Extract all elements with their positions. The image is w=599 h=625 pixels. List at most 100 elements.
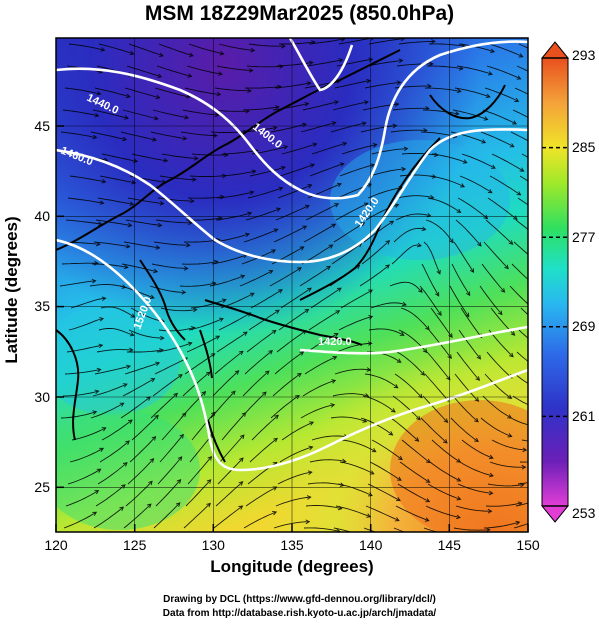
- streamline-arrow: [336, 287, 342, 292]
- streamline: [59, 280, 96, 287]
- streamline-arrow: [151, 436, 157, 441]
- streamline: [68, 43, 105, 51]
- streamline-arrow: [101, 296, 107, 301]
- streamline-arrow: [201, 391, 207, 396]
- streamline: [123, 503, 152, 529]
- streamline: [182, 109, 219, 116]
- streamline-arrow: [393, 383, 399, 389]
- streamline-arrow: [396, 358, 402, 363]
- streamline: [401, 439, 431, 463]
- streamline: [482, 109, 517, 125]
- streamline-arrow: [394, 538, 398, 542]
- streamline-arrow: [486, 527, 491, 532]
- streamline: [367, 483, 401, 501]
- streamline: [273, 225, 307, 243]
- streamline: [150, 131, 187, 140]
- streamline: [156, 342, 192, 353]
- streamline-arrow: [304, 204, 310, 209]
- streamline-arrow: [462, 159, 468, 164]
- streamline: [516, 65, 528, 72]
- streamline: [430, 307, 453, 338]
- streamline: [449, 285, 470, 317]
- streamline-arrow: [122, 462, 128, 467]
- streamline: [512, 395, 528, 406]
- streamline-arrow: [268, 350, 274, 355]
- streamline-arrow: [278, 289, 283, 294]
- streamline: [332, 393, 369, 397]
- streamline-arrow: [96, 241, 101, 247]
- streamline: [127, 458, 154, 485]
- streamline: [489, 175, 521, 196]
- streamline-arrow: [159, 335, 165, 341]
- streamline-arrow: [498, 310, 503, 316]
- streamline: [483, 241, 509, 269]
- streamline: [272, 103, 309, 111]
- streamline: [484, 373, 512, 399]
- streamline: [519, 461, 528, 463]
- streamline-arrow: [276, 207, 281, 212]
- streamline: [424, 87, 461, 92]
- streamline-arrow: [371, 38, 375, 41]
- streamline-arrow: [179, 433, 184, 439]
- streamline: [368, 38, 405, 45]
- streamline: [89, 284, 126, 288]
- streamline: [461, 153, 496, 169]
- streamline-arrow: [456, 208, 462, 214]
- streamline-arrow: [96, 367, 102, 373]
- streamline-arrow: [489, 472, 494, 478]
- streamline-arrow: [189, 52, 194, 58]
- streamline: [131, 415, 159, 441]
- streamline: [124, 362, 160, 375]
- streamline: [248, 43, 285, 47]
- streamline: [277, 471, 312, 485]
- streamline: [68, 318, 104, 331]
- streamline-arrow: [427, 83, 432, 89]
- streamline: [484, 87, 519, 102]
- streamline: [185, 479, 212, 507]
- streamline-arrow: [206, 479, 212, 484]
- streamline-arrow: [385, 240, 391, 245]
- streamline: [246, 330, 277, 353]
- streamline-arrow: [442, 438, 448, 444]
- streamline: [277, 184, 312, 199]
- streamline-arrow: [448, 333, 453, 338]
- streamline: [485, 502, 522, 507]
- streamline: [401, 153, 438, 156]
- streamline: [453, 241, 474, 273]
- streamline: [92, 383, 128, 397]
- colorbar-tick-label: 261: [572, 408, 596, 424]
- streamline: [249, 438, 278, 463]
- streamline: [457, 483, 493, 494]
- streamline-arrow: [454, 111, 460, 116]
- streamline: [180, 131, 217, 137]
- streamline: [359, 264, 390, 287]
- streamline: [305, 505, 342, 510]
- streamline-arrow: [272, 511, 278, 516]
- streamline: [99, 440, 130, 463]
- streamline: [487, 483, 524, 487]
- streamline-arrow: [129, 332, 135, 337]
- streamline-arrow: [163, 158, 169, 163]
- streamline: [152, 109, 189, 119]
- streamline: [331, 242, 362, 265]
- streamline: [424, 373, 449, 402]
- streamline: [483, 521, 520, 529]
- streamline: [516, 351, 528, 362]
- streamline: [389, 281, 423, 293]
- streamline-arrow: [399, 331, 405, 336]
- streamline: [186, 335, 220, 353]
- streamline: [95, 219, 132, 227]
- streamline-arrow: [371, 448, 377, 453]
- streamline: [218, 43, 255, 51]
- streamline-arrow: [396, 496, 401, 502]
- streamline: [217, 191, 254, 199]
- streamline: [489, 461, 526, 468]
- streamline-arrow: [369, 470, 375, 475]
- streamline: [184, 87, 221, 95]
- streamline: [155, 479, 181, 507]
- streamline: [97, 462, 128, 485]
- streamline: [187, 196, 224, 199]
- streamline: [419, 285, 442, 316]
- streamline-arrow: [521, 464, 527, 470]
- streamline-arrow: [283, 145, 289, 150]
